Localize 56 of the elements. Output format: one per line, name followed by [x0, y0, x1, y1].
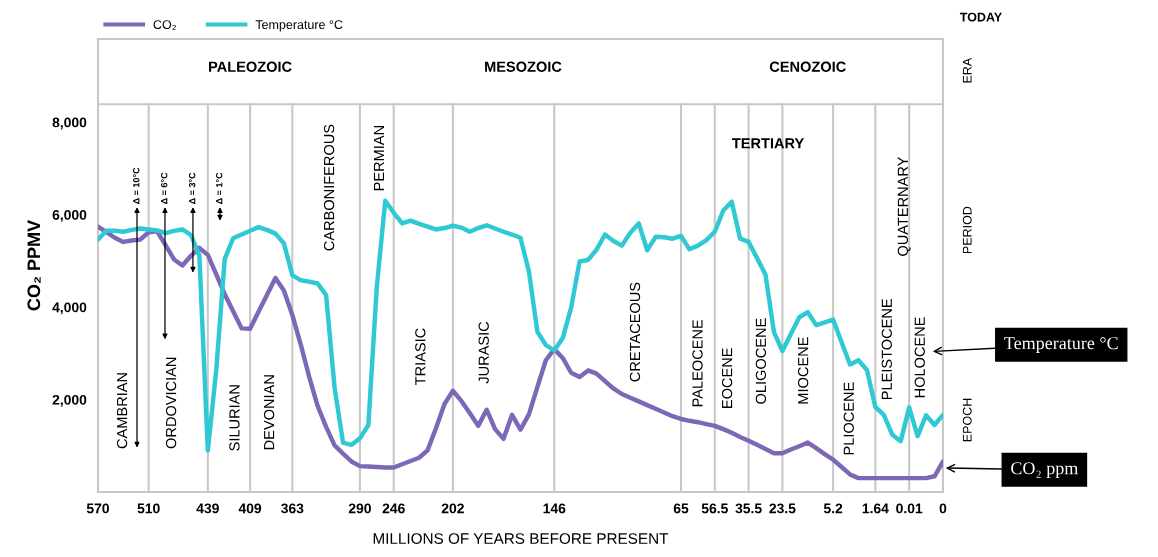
text: PERIOD [962, 206, 972, 254]
annotation: PALEOZOIC [209, 61, 292, 72]
x-tick-label: 0 [939, 503, 947, 514]
x-tick-label: 65 [673, 503, 689, 514]
x-tick-label: 409 [238, 503, 262, 514]
legend-label: CO₂ [153, 20, 176, 30]
annotation: Δ = 6°C [161, 172, 168, 204]
annotation: TRIASIC [415, 328, 426, 385]
x-tick-label: 5.2 [823, 503, 843, 514]
annotation: DEVONIAN [263, 375, 275, 450]
x-tick-label: 0.01 [896, 503, 923, 514]
y-axis-title: CO₂ PPMV [27, 219, 41, 311]
annotation: JURASIC [478, 321, 489, 384]
x-tick-label: 1.64 [862, 503, 889, 514]
annotation: Δ = 10°C [133, 167, 140, 204]
text: CO₂ ppm [1011, 462, 1079, 478]
x-tick-label: 363 [281, 503, 304, 514]
annotation: Δ = 3°C [188, 172, 196, 204]
x-tick-label: 56.5 [701, 503, 728, 514]
y-tick-label: 2,000 [52, 394, 87, 407]
annotation: TERTIARY [732, 138, 804, 149]
text: EPOCH [962, 398, 972, 442]
annotation: CRETACEOUS [629, 282, 641, 382]
annotation: EOCENE [721, 348, 733, 408]
x-axis-title: MILLIONS OF YEARS BEFORE PRESENT [373, 533, 669, 544]
y-tick-label: 6,000 [52, 209, 87, 222]
annotation: QUATERNARY [897, 156, 911, 256]
x-tick-label: 439 [196, 503, 219, 514]
annotation: PALEOCENE [692, 319, 703, 407]
annotation: PLIOCENE [843, 382, 854, 455]
annotation: MESOZOIC [485, 61, 562, 72]
x-tick-label: 570 [86, 503, 109, 514]
x-tick-label: 202 [441, 503, 464, 514]
annotation: Δ = 1°C [216, 172, 223, 204]
annotation: ORDOVICIAN [165, 357, 177, 449]
text: ERA [962, 57, 972, 83]
x-tick-label: 35.5 [735, 503, 762, 514]
x-tick-label: 290 [348, 503, 371, 514]
text: TODAY [959, 12, 1002, 22]
x-tick-label: 246 [382, 503, 405, 514]
x-tick-label: 23.5 [769, 503, 796, 514]
y-tick-label: 8,000 [52, 117, 87, 130]
text: Temperature °C [1004, 337, 1118, 353]
annotation: MIOCENE [797, 337, 809, 404]
annotation: CARBONIFEROUS [323, 124, 335, 251]
annotation: CENOZOIC [769, 61, 846, 72]
annotation: PLEISTOCENE [881, 299, 892, 400]
annotation: CAMBRIAN [116, 373, 128, 449]
y-tick-label: 4,000 [52, 302, 87, 315]
x-tick-label: 510 [137, 503, 160, 514]
legend-label: Temperature °C [255, 20, 343, 32]
annotation: PERMIAN [373, 126, 384, 191]
annotation: HOLOCENE [914, 317, 925, 398]
annotation: SILURIAN [229, 385, 240, 451]
x-tick-label: 146 [543, 503, 566, 514]
annotation: OLIGOCENE [755, 318, 767, 404]
